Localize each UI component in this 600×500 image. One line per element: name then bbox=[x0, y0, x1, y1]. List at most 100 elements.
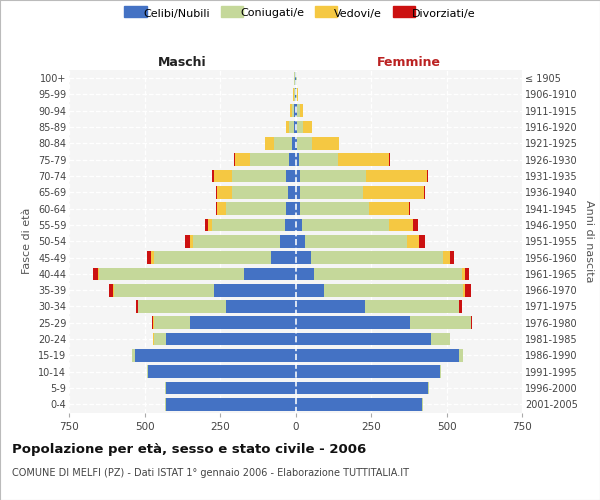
Bar bbox=[274, 137, 292, 150]
Bar bbox=[470, 316, 471, 329]
Bar bbox=[146, 251, 151, 264]
Bar bbox=[297, 88, 298, 101]
Bar bbox=[407, 235, 419, 248]
Bar bbox=[286, 202, 296, 215]
Bar bbox=[154, 332, 166, 345]
Bar bbox=[296, 268, 314, 280]
Bar bbox=[367, 170, 427, 182]
Bar bbox=[190, 235, 193, 248]
Bar bbox=[409, 202, 410, 215]
Bar bbox=[293, 88, 294, 101]
Bar bbox=[296, 300, 365, 313]
Bar bbox=[292, 104, 294, 117]
Bar bbox=[364, 186, 424, 198]
Bar bbox=[146, 366, 148, 378]
Bar bbox=[226, 300, 296, 313]
Bar bbox=[410, 316, 470, 329]
Bar bbox=[295, 88, 296, 101]
Bar bbox=[460, 300, 462, 313]
Bar bbox=[314, 268, 461, 280]
Bar bbox=[285, 218, 296, 232]
Bar bbox=[294, 120, 296, 134]
Bar bbox=[280, 235, 296, 248]
Bar bbox=[338, 154, 389, 166]
Bar bbox=[296, 382, 428, 394]
Bar bbox=[148, 366, 296, 378]
Bar bbox=[193, 235, 280, 248]
Bar bbox=[226, 202, 286, 215]
Bar bbox=[185, 235, 190, 248]
Bar bbox=[109, 284, 113, 296]
Bar bbox=[216, 202, 217, 215]
Bar bbox=[290, 104, 292, 117]
Bar bbox=[464, 268, 469, 280]
Bar bbox=[300, 170, 367, 182]
Bar bbox=[305, 235, 407, 248]
Bar bbox=[303, 120, 312, 134]
Bar bbox=[296, 235, 305, 248]
Bar bbox=[464, 284, 470, 296]
Bar bbox=[133, 349, 136, 362]
Bar bbox=[300, 186, 364, 198]
Bar bbox=[294, 72, 295, 85]
Bar bbox=[99, 268, 244, 280]
Bar bbox=[212, 170, 214, 182]
Bar bbox=[428, 382, 429, 394]
Bar bbox=[136, 349, 296, 362]
Bar bbox=[152, 316, 153, 329]
Bar bbox=[458, 300, 460, 313]
Bar bbox=[154, 251, 271, 264]
Bar bbox=[324, 284, 463, 296]
Bar bbox=[166, 398, 296, 410]
Bar bbox=[297, 104, 300, 117]
Bar bbox=[296, 349, 458, 362]
Bar bbox=[208, 218, 212, 232]
Bar bbox=[115, 284, 214, 296]
Bar bbox=[288, 186, 296, 198]
Text: Maschi: Maschi bbox=[158, 56, 206, 69]
Bar bbox=[427, 170, 428, 182]
Bar bbox=[151, 251, 154, 264]
Bar bbox=[212, 218, 285, 232]
Bar bbox=[296, 202, 300, 215]
Bar bbox=[370, 202, 409, 215]
Bar bbox=[295, 72, 296, 85]
Bar bbox=[289, 120, 294, 134]
Text: COMUNE DI MELFI (PZ) - Dati ISTAT 1° gennaio 2006 - Elaborazione TUTTITALIA.IT: COMUNE DI MELFI (PZ) - Dati ISTAT 1° gen… bbox=[12, 468, 409, 477]
Legend: Celibi/Nubili, Coniugati/e, Vedovi/e, Divorziati/e: Celibi/Nubili, Coniugati/e, Vedovi/e, Di… bbox=[124, 8, 476, 18]
Bar bbox=[235, 154, 250, 166]
Bar bbox=[389, 218, 413, 232]
Bar bbox=[166, 382, 296, 394]
Bar bbox=[154, 316, 190, 329]
Bar bbox=[217, 202, 226, 215]
Bar bbox=[205, 218, 208, 232]
Bar bbox=[296, 316, 410, 329]
Bar bbox=[217, 186, 232, 198]
Bar bbox=[296, 251, 311, 264]
Bar bbox=[424, 186, 425, 198]
Bar bbox=[413, 218, 418, 232]
Bar bbox=[214, 284, 296, 296]
Bar bbox=[440, 366, 442, 378]
Bar bbox=[98, 268, 99, 280]
Bar bbox=[296, 154, 299, 166]
Bar bbox=[296, 186, 300, 198]
Bar bbox=[296, 398, 422, 410]
Bar bbox=[296, 284, 324, 296]
Bar bbox=[296, 170, 300, 182]
Bar bbox=[214, 170, 232, 182]
Bar bbox=[250, 154, 289, 166]
Bar bbox=[93, 268, 98, 280]
Y-axis label: Anni di nascita: Anni di nascita bbox=[584, 200, 595, 282]
Bar bbox=[300, 202, 370, 215]
Bar bbox=[311, 251, 443, 264]
Bar bbox=[471, 316, 472, 329]
Bar bbox=[265, 137, 274, 150]
Bar bbox=[190, 316, 296, 329]
Bar bbox=[294, 104, 296, 117]
Text: Popolazione per età, sesso e stato civile - 2006: Popolazione per età, sesso e stato civil… bbox=[12, 442, 366, 456]
Bar bbox=[289, 154, 296, 166]
Bar bbox=[296, 104, 297, 117]
Bar bbox=[389, 154, 390, 166]
Bar bbox=[296, 218, 302, 232]
